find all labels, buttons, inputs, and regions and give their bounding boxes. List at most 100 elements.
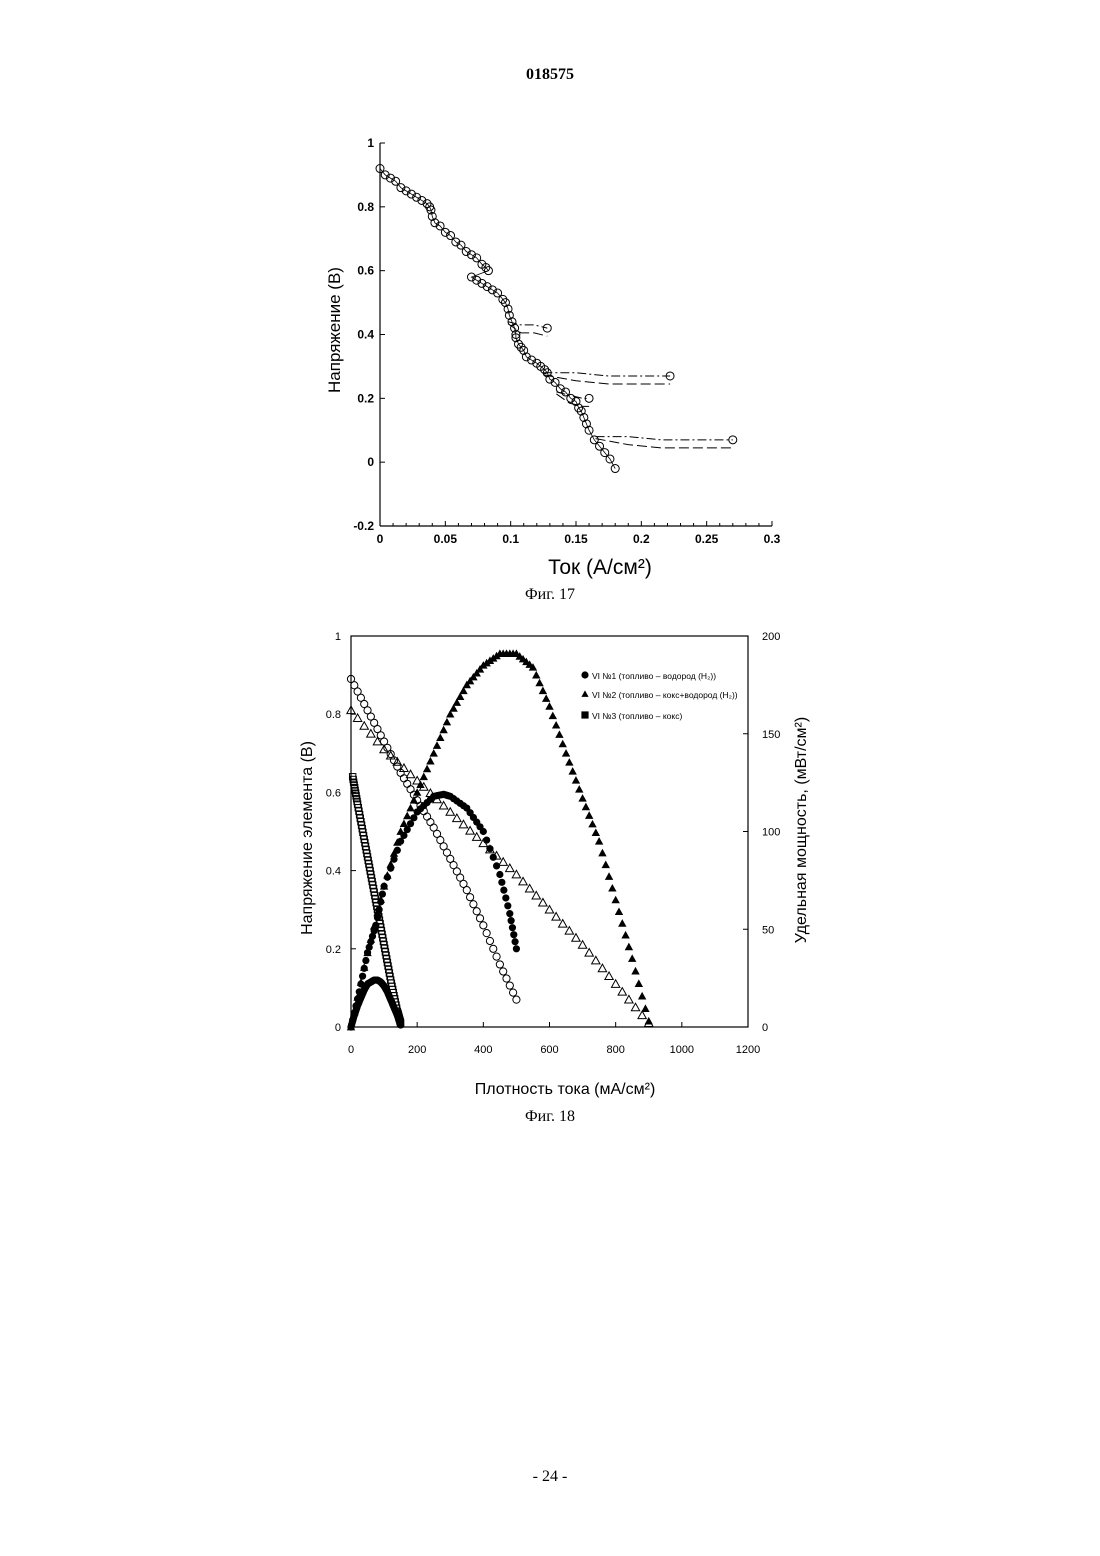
figure-18-x-axis-label: Плотность тока (мА/см²) xyxy=(475,1081,656,1098)
figure-18-y-tick-label: 0.4 xyxy=(326,866,341,878)
figure-18-data-point xyxy=(532,671,540,679)
figure-18-data-point xyxy=(463,887,470,894)
figure-18-data-point xyxy=(552,721,560,729)
figure-18-data-point xyxy=(403,812,411,820)
figure-18-chart: 02004006008001000120000.20.40.60.8105010… xyxy=(0,600,1100,1120)
figure-18-data-point xyxy=(496,961,503,968)
figure-18-data-point xyxy=(504,902,511,909)
figure-18-data-point xyxy=(605,872,613,880)
figure-18-data-point xyxy=(423,765,431,773)
figure-17-y-axis-label: Напряжение (В) xyxy=(325,267,344,393)
figure-18-data-point xyxy=(396,827,404,835)
figure-18-legend-label: VI №1 (топливо – водород (H₂)) xyxy=(592,671,716,681)
figure-17-x-tick-label: 0.05 xyxy=(434,532,458,546)
figure-18-caption: Фиг. 18 xyxy=(0,1108,1100,1126)
figure-17-x-tick-label: 0.2 xyxy=(633,532,650,546)
figure-18-data-point xyxy=(572,776,580,784)
figure-18-data-point xyxy=(625,995,633,1003)
figure-18-data-point xyxy=(545,906,553,914)
figure-18-data-point xyxy=(500,887,507,894)
figure-18-data-point xyxy=(420,773,428,781)
figure-18-y-tick-label: 0 xyxy=(335,1022,341,1034)
figure-17-y-tick-label: 0.8 xyxy=(357,200,374,214)
figure-18-data-point xyxy=(611,980,619,988)
figure-18-data-point xyxy=(555,730,563,738)
figure-18-data-point xyxy=(559,740,567,748)
figure-18-data-point xyxy=(443,718,451,726)
figure-18-x-tick-label: 200 xyxy=(408,1044,426,1056)
figure-18-data-point xyxy=(496,871,503,878)
figure-18-data-point xyxy=(360,722,368,730)
figure-18-data-point xyxy=(490,945,497,952)
figure-18-data-point xyxy=(439,726,447,734)
figure-18-data-point xyxy=(362,957,369,964)
figure-17-marks xyxy=(376,165,737,473)
figure-18-data-point xyxy=(359,973,366,980)
figure-18-legend: VI №1 (топливо – водород (H₂)) VI №2 (топ… xyxy=(581,671,737,721)
figure-18-data-point xyxy=(506,910,513,917)
figure-18-data-point xyxy=(519,877,527,885)
figure-18-y2-axis-label: Удельная мощность, (мВт/см²) xyxy=(793,717,810,943)
figure-17-y-tick-label: 0.6 xyxy=(357,264,374,278)
figure-17-y-tick-label: 1 xyxy=(367,136,374,150)
figure-18-data-point xyxy=(353,714,361,722)
figure-18-data-point xyxy=(508,917,515,924)
figure-18-data-point xyxy=(406,804,414,812)
figure-18-data-point xyxy=(542,694,550,702)
figure-18-y2-tick-label: 0 xyxy=(762,1022,768,1034)
figure-18-data-point xyxy=(595,837,603,845)
figure-18-x-tick-label: 1200 xyxy=(736,1044,760,1056)
figure-18-data-point xyxy=(532,891,540,899)
figure-18-marks xyxy=(347,649,653,1030)
figure-18-y2-tick-label: 200 xyxy=(762,631,780,643)
figure-18-data-point xyxy=(426,757,434,765)
figure-18-data-point xyxy=(552,913,560,921)
figure-18-data-point xyxy=(641,1004,649,1012)
figure-18-x-tick-label: 400 xyxy=(474,1044,492,1056)
figure-18-data-point xyxy=(588,820,596,828)
figure-18-data-point xyxy=(476,915,483,922)
figure-18-data-point xyxy=(592,956,600,964)
figure-18-data-point xyxy=(631,1003,639,1011)
figure-17-excursion-line xyxy=(596,437,733,440)
figure-18-y2-tick-label: 50 xyxy=(762,924,774,936)
figure-18-data-point xyxy=(565,927,573,935)
figure-18-data-point xyxy=(598,849,606,857)
figure-18-data-point xyxy=(625,943,633,951)
figure-18-y-tick-label: 0.8 xyxy=(326,709,341,721)
figure-18-x-tick-label: 800 xyxy=(606,1044,624,1056)
figure-18-data-point xyxy=(480,828,487,835)
figure-18-data-point xyxy=(598,964,606,972)
figure-18-y-tick-label: 0.6 xyxy=(326,787,341,799)
figure-18-legend-label: VI №2 (топливо – кокс+водород (H₂)) xyxy=(592,690,738,700)
figure-18-data-point xyxy=(535,679,543,687)
figure-18-data-point xyxy=(618,919,626,927)
figure-17-x-tick-label: 0.1 xyxy=(502,532,519,546)
figure-18-data-point xyxy=(635,979,643,987)
figure-17-excursion-line xyxy=(543,373,670,376)
figure-18-data-point xyxy=(404,780,411,787)
figure-17-y-tick-label: -0.2 xyxy=(353,519,374,533)
figure-18-data-point xyxy=(511,938,518,945)
figure-18-data-point xyxy=(498,879,505,886)
figure-18-data-point xyxy=(638,992,646,1000)
page-number: - 24 - xyxy=(0,1468,1100,1486)
figure-18-data-point xyxy=(400,775,407,782)
figure-18-data-point xyxy=(608,884,616,892)
figure-17-x-tick-label: 0.15 xyxy=(564,532,588,546)
figure-18-data-point xyxy=(427,819,434,826)
figure-18-data-point xyxy=(575,785,583,793)
figure-18-data-point xyxy=(582,803,590,811)
figure-18-data-point xyxy=(525,884,533,892)
figure-18-data-point xyxy=(493,953,500,960)
figure-18-data-point xyxy=(506,982,513,989)
figure-18-data-point xyxy=(500,968,507,975)
figure-18-data-point xyxy=(562,749,570,757)
figure-18-data-point xyxy=(578,794,586,802)
figure-18-data-point xyxy=(578,941,586,949)
figure-18-data-point xyxy=(618,988,626,996)
figure-18-data-point xyxy=(397,1021,404,1028)
figure-18-data-point xyxy=(486,937,493,944)
figure-18-data-point xyxy=(433,741,441,749)
figure-18-data-point xyxy=(559,920,567,928)
